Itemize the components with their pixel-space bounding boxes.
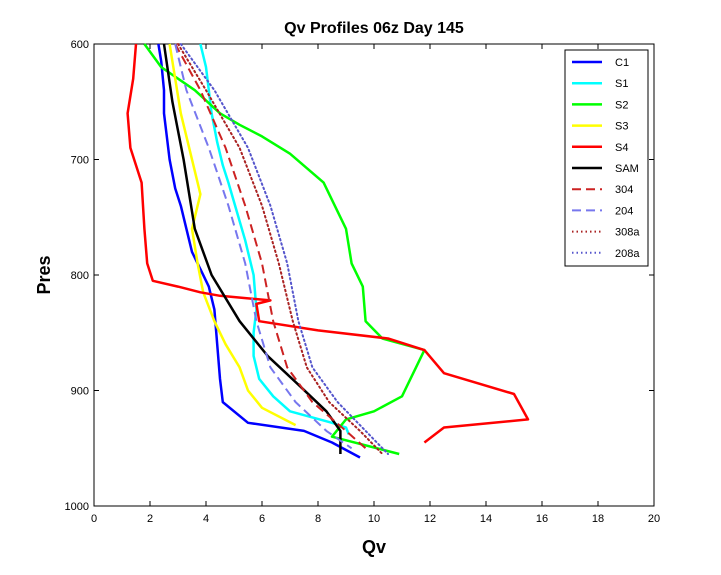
y-axis-label: Pres [34,255,54,294]
legend-label-204: 204 [615,205,633,217]
x-tick-label: 20 [648,513,660,525]
series-line-s1 [199,43,350,435]
series-line-s4 [126,43,530,444]
y-tick-label: 800 [71,270,89,282]
legend-label-sam: SAM [615,163,639,175]
legend-label-208a: 208a [615,248,640,260]
legend-label-304: 304 [615,184,633,196]
x-tick-label: 16 [536,513,548,525]
x-axis-label: Qv [362,537,386,557]
series-line-208a [179,43,389,455]
series-line-s3 [168,43,297,427]
plot-area [93,43,655,507]
y-tick-label: 700 [71,155,89,167]
x-tick-label: 4 [203,513,209,525]
x-tick-label: 14 [480,513,492,525]
y-axis-ticks: 600 700 800 900 1000 [65,39,654,513]
y-tick-label: 600 [71,39,89,51]
series-layer [126,43,530,459]
x-tick-label: 2 [147,513,153,525]
series-line-204 [174,43,353,450]
y-tick-label: 900 [71,386,89,398]
legend-label-s4: S4 [615,142,628,154]
legend-label-s1: S1 [615,78,628,90]
x-tick-label: 6 [259,513,265,525]
chart-title: Qv Profiles 06z Day 145 [284,20,464,37]
legend: C1 S1 S2 S3 S4 SAM 304 204 308a 208a [564,49,649,267]
legend-label-s2: S2 [615,99,628,111]
series-line-304 [174,43,367,450]
x-axis-ticks: 0 2 4 6 8 10 12 14 16 18 20 [91,44,660,525]
y-tick-label: 1000 [65,501,89,513]
legend-box [564,49,649,267]
x-tick-label: 18 [592,513,604,525]
x-tick-label: 8 [315,513,321,525]
series-line-308a [177,43,384,455]
legend-label-s3: S3 [615,121,628,133]
x-tick-label: 0 [91,513,97,525]
legend-label-c1: C1 [615,57,629,69]
legend-label-308a: 308a [615,227,640,239]
x-tick-label: 10 [368,513,380,525]
series-line-s2 [143,43,426,456]
plot-frame [93,43,655,507]
x-tick-label: 12 [424,513,436,525]
